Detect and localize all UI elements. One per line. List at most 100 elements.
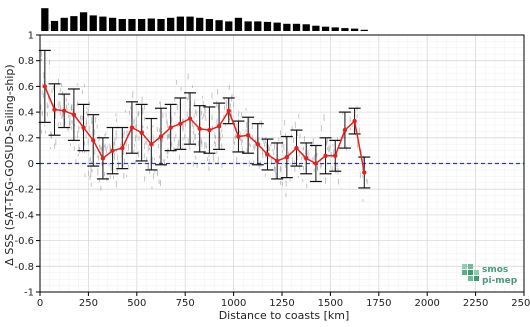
series-point xyxy=(304,156,309,161)
histogram-bar xyxy=(60,17,68,31)
histogram-bar xyxy=(360,29,368,31)
histogram-bar xyxy=(292,23,301,31)
y-tick-label: 1 xyxy=(28,31,34,42)
histogram-bar xyxy=(99,16,107,31)
series-point xyxy=(110,148,115,153)
x-tick-label: 2000 xyxy=(414,298,439,309)
y-tick-label: -0.8 xyxy=(14,262,34,273)
x-tick-label: 2250 xyxy=(463,298,488,309)
series-point xyxy=(42,84,48,89)
x-tick-label: 0 xyxy=(37,298,43,309)
background-scatter xyxy=(39,24,368,202)
y-axis-title: Δ SSS (SAT-TSG-GOSUD-Sailing-ship) xyxy=(3,64,16,265)
series-point xyxy=(100,156,106,161)
series-point xyxy=(352,118,357,124)
y-tick-label: 0.4 xyxy=(18,108,34,119)
series-point xyxy=(342,127,348,133)
axes: 0 250 500 750 1000 1250 1500 1750 2000 2250 2500 -1… xyxy=(14,31,530,310)
smos-pimep-logo-icon xyxy=(462,264,479,281)
series-point xyxy=(178,121,183,126)
series-point xyxy=(61,108,67,114)
series-point xyxy=(187,116,193,121)
series-point xyxy=(207,127,212,133)
series-line xyxy=(44,86,366,173)
histogram-bar xyxy=(167,17,175,31)
series-point xyxy=(284,154,290,160)
x-tick-label: 750 xyxy=(176,298,195,309)
y-tick-label: -0.4 xyxy=(14,210,34,221)
histogram-bar xyxy=(321,26,330,31)
histogram-bar xyxy=(128,19,136,31)
series-point xyxy=(313,161,319,166)
series-point xyxy=(265,152,270,157)
series-point xyxy=(197,126,202,132)
x-tick-label: 1750 xyxy=(366,298,391,309)
y-tick-label: 0 xyxy=(28,159,34,170)
x-tick-label: 500 xyxy=(127,298,146,309)
series-point xyxy=(120,145,125,151)
series-point xyxy=(333,153,338,158)
histogram-bar xyxy=(89,15,97,31)
histogram-bar xyxy=(79,12,88,32)
histogram-bar xyxy=(331,27,339,31)
top-histogram xyxy=(41,8,368,32)
histogram-bar xyxy=(244,21,252,31)
y-tick-label: -0.6 xyxy=(14,236,34,247)
y-tick-label: 0.8 xyxy=(18,56,34,67)
x-tick-label: 250 xyxy=(79,298,98,309)
x-tick-label: 1000 xyxy=(221,298,246,309)
histogram-bar xyxy=(50,20,59,31)
histogram-bar xyxy=(283,23,291,31)
series-point xyxy=(236,134,241,139)
series-point xyxy=(274,158,280,164)
histogram-bar xyxy=(138,19,146,31)
y-tick-label: -0.2 xyxy=(14,185,34,196)
histogram-bar xyxy=(186,16,194,31)
logo-line1: smos xyxy=(482,265,508,275)
logo: smos pi-mep xyxy=(462,264,518,286)
series-point xyxy=(216,124,222,129)
x-tick-label: 1500 xyxy=(318,298,343,309)
histogram-bar xyxy=(225,21,233,31)
series-point xyxy=(294,145,299,151)
series-point xyxy=(52,107,57,112)
series-point xyxy=(168,125,173,130)
series-point xyxy=(129,125,135,130)
histogram-bar xyxy=(254,21,262,31)
series-point xyxy=(362,170,367,175)
mean-series xyxy=(42,84,367,175)
x-tick-label: 2500 xyxy=(511,298,530,309)
histogram-bar xyxy=(234,17,243,31)
y-tick-label: -1 xyxy=(24,288,34,299)
logo-line2: pi-mep xyxy=(482,276,518,286)
histogram-bar xyxy=(273,22,281,31)
histogram-bar xyxy=(108,17,117,31)
series-point xyxy=(245,133,251,138)
series-point xyxy=(323,153,328,158)
histogram-bar xyxy=(341,28,349,31)
series-point xyxy=(158,134,164,139)
histogram-bar xyxy=(157,19,165,31)
series-point xyxy=(71,112,77,117)
histogram-bar xyxy=(41,8,49,31)
histogram-bar xyxy=(302,24,310,31)
series-point xyxy=(149,142,154,147)
x-axis-title: Distance to coasts [km] xyxy=(219,309,350,322)
histogram-bar xyxy=(215,20,223,31)
histogram-bar xyxy=(205,19,214,31)
series-point xyxy=(255,142,260,147)
histogram-bar xyxy=(312,25,320,31)
series-point xyxy=(139,130,144,135)
y-tick-label: 0.2 xyxy=(18,133,34,144)
x-tick-label: 1250 xyxy=(269,298,294,309)
histogram-bar xyxy=(263,21,272,31)
histogram-bar xyxy=(70,16,78,31)
histogram-bar xyxy=(118,19,126,31)
histogram-bar xyxy=(350,28,359,31)
y-tick-label: 0.6 xyxy=(18,82,34,93)
series-point xyxy=(226,108,231,114)
histogram-bar xyxy=(176,16,184,31)
series-point xyxy=(81,125,86,130)
